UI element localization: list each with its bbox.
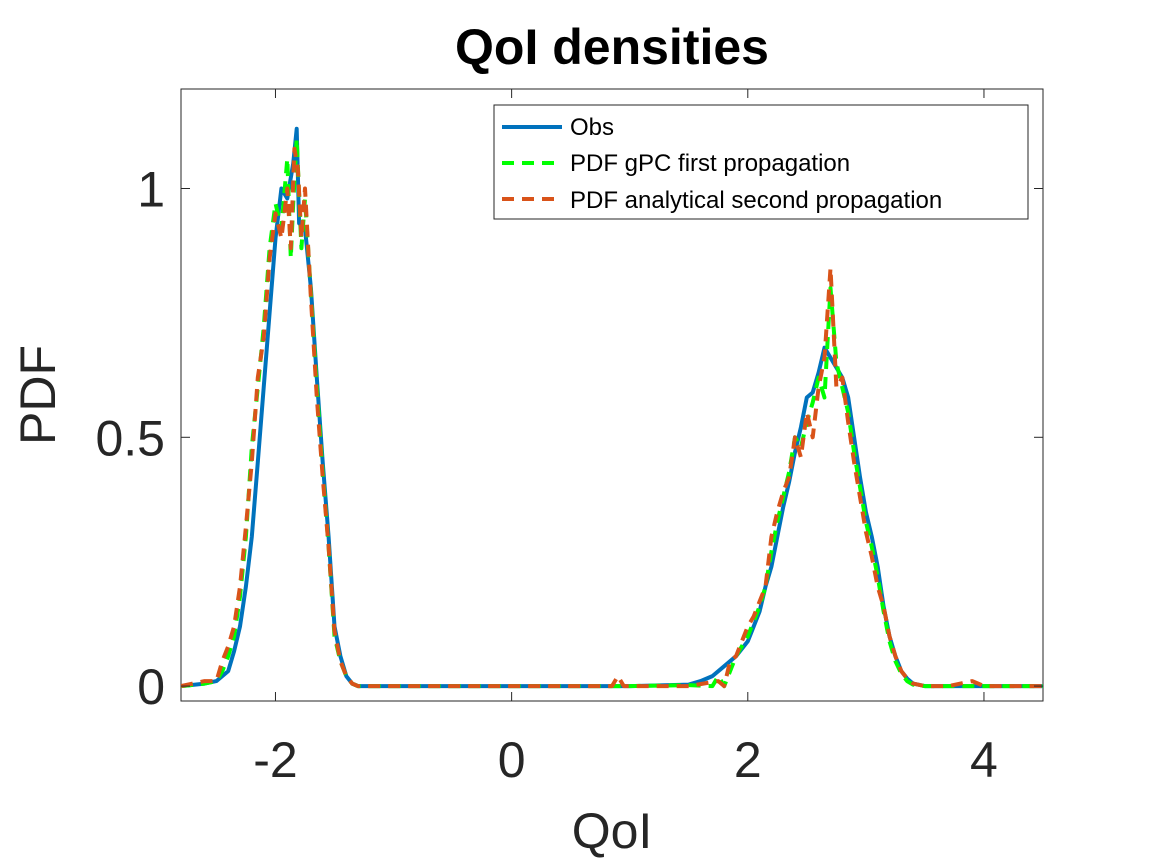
ticks-layer: -2 0 2 4 0 0.5 1 (95, 89, 1043, 788)
y-tick-label: 0 (137, 659, 165, 715)
x-tick-label: -2 (253, 732, 297, 788)
chart-title: QoI densities (455, 19, 769, 75)
series-line-analytical-second (181, 146, 1043, 689)
legend-box (493, 104, 1029, 220)
series-line-gpc-first (181, 136, 1043, 689)
y-tick-label: 1 (137, 162, 165, 218)
legend-label-analytical: PDF analytical second propagation (570, 187, 942, 214)
legend-label-gpc: PDF gPC first propagation (570, 150, 850, 177)
x-tick-label: 4 (970, 732, 998, 788)
y-tick-label: 0.5 (95, 410, 165, 466)
x-axis-label: QoI (572, 803, 653, 859)
x-tick-label: 0 (498, 732, 526, 788)
x-tick-label: 2 (734, 732, 762, 788)
series-layer (181, 126, 1043, 689)
legend: Obs PDF gPC first propagation PDF analyt… (493, 104, 1029, 220)
legend-label-obs: Obs (570, 114, 614, 141)
plot-area (180, 88, 1044, 702)
y-axis-label: PDF (10, 345, 66, 445)
axes-box (180, 88, 1044, 702)
